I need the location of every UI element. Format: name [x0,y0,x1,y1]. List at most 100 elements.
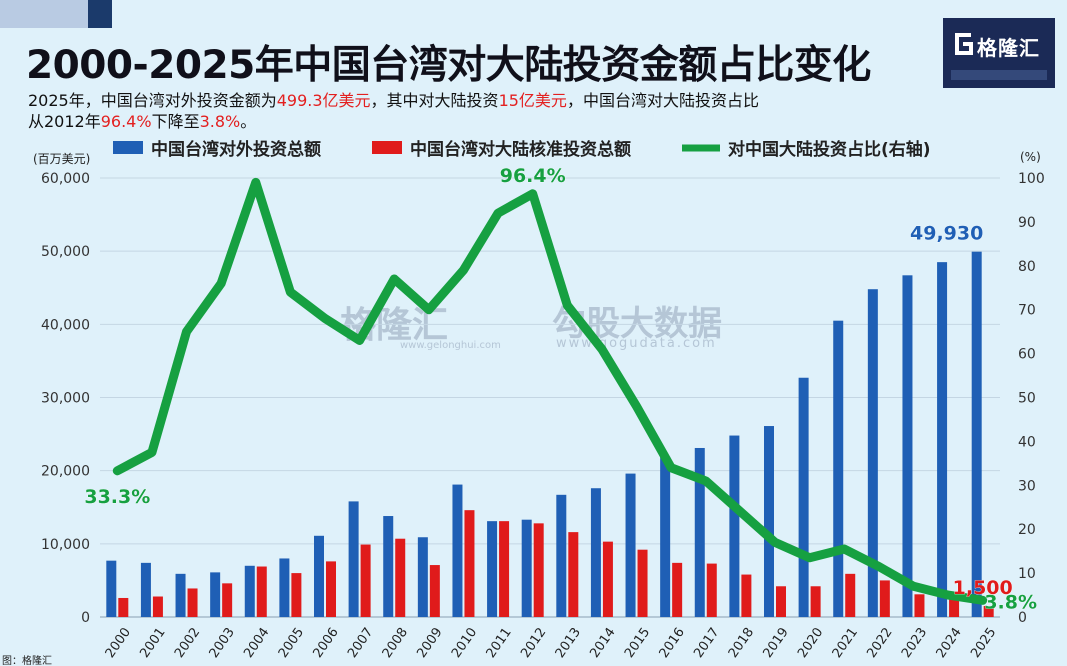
corner-accent-light [0,0,88,28]
share-point [600,348,603,351]
subtitle-segment: 2025年，中国台湾对外投资金额为 [28,91,277,110]
bar-mainland [152,596,163,617]
bar-mainland [395,538,406,617]
share-point [462,269,465,272]
x-tick-label: 2021 [830,625,861,661]
bar-outward [798,377,809,617]
logo-underbar [951,70,1047,80]
subtitle-segment: 15亿美元 [498,91,567,110]
subtitle-segment: 下降至 [151,112,200,131]
bar-outward [625,473,636,617]
bar-outward [452,484,463,617]
legend-swatch [372,141,402,154]
left-axis-unit: (百万美元) [33,152,90,166]
left-tick-label: 40,000 [41,317,90,333]
subtitle: 2025年，中国台湾对外投资金额为499.3亿美元，其中对大陆投资15亿美元，中… [28,90,928,132]
x-tick-label: 2004 [241,625,272,661]
share-point [670,466,673,469]
right-tick-label: 20 [1018,522,1036,538]
data-label: 96.4% [500,165,566,187]
subtitle-segment: 96.4% [100,112,152,131]
bar-mainland [429,565,440,617]
subtitle-segment: 从2012年 [28,112,101,131]
share-point [358,339,361,342]
share-point [739,510,742,513]
logo-text: 格隆汇 [977,36,1040,60]
share-point [704,479,707,482]
legend-label: 中国台湾对大陆核准投资总额 [410,139,631,160]
share-point [981,599,984,602]
right-tick-label: 80 [1018,259,1036,275]
x-tick-label: 2018 [726,625,757,661]
bar-mainland [845,573,856,617]
bar-outward [106,560,117,617]
share-point [912,585,915,588]
left-tick-label: 10,000 [41,537,90,553]
x-tick-label: 2012 [518,625,549,661]
legend-swatch [113,141,143,154]
x-tick-label: 2003 [207,625,238,661]
bar-mainland [949,595,960,617]
bar-mainland [499,521,510,617]
share-point [497,212,500,215]
x-tick-label: 2015 [622,625,653,661]
bar-outward [902,275,913,617]
data-label: 49,930 [910,223,983,245]
share-point [254,181,257,184]
left-tick-label: 50,000 [41,244,90,260]
legend-label: 对中国大陆投资占比(右轴) [728,139,931,160]
bar-outward [487,521,498,617]
bar-outward [140,562,151,617]
share-point [393,277,396,280]
bar-outward [971,251,982,617]
bar-mainland [602,541,613,617]
page-title: 2000-2025年中国台湾对大陆投资金额占比变化 [26,43,871,88]
share-point [531,192,534,195]
x-tick-label: 2010 [449,625,480,661]
bar-mainland [637,549,648,617]
share-point [877,565,880,568]
bar-outward [244,565,255,617]
share-point [324,317,326,320]
brand-logo: 格隆汇 [943,18,1055,88]
bar-mainland [568,532,579,617]
bar-mainland [983,606,994,617]
bar-mainland [879,580,890,617]
x-tick-label: 2019 [760,625,791,661]
subtitle-segment: 。 [240,112,257,131]
source-note: 图：格隆汇 [2,654,52,666]
subtitle-segment: ，其中对大陆投资 [370,91,499,110]
x-tick-label: 2023 [899,625,930,661]
bar-mainland [256,566,267,617]
subtitle-segment: 499.3亿美元 [276,91,371,110]
left-tick-label: 0 [81,610,90,626]
subtitle-segment: ，中国台湾对大陆投资占比 [566,91,759,110]
x-tick-label: 2001 [137,625,168,661]
data-label: 3.8% [984,591,1037,613]
bar-outward [175,573,186,617]
share-point [635,405,638,408]
bar-outward [210,572,221,617]
bar-mainland [741,574,752,617]
x-tick-label: 2014 [587,625,618,661]
right-axis-unit: (%) [1020,150,1041,164]
data-label: 33.3% [84,486,150,508]
bar-outward [590,488,601,617]
bar-mainland [118,597,129,617]
bar-outward [556,494,567,617]
share-point [427,308,430,311]
bar-outward [867,289,878,617]
bar-mainland [187,588,198,617]
share-point [566,304,569,307]
bar-outward [937,262,948,617]
x-tick-label: 2022 [864,625,895,661]
bar-outward [833,320,844,617]
bar-mainland [326,561,336,617]
x-tick-label: 2002 [172,625,203,661]
x-tick-label: 2011 [484,625,515,661]
share-point [808,556,811,559]
legend-label: 中国台湾对外投资总额 [151,139,321,160]
right-tick-label: 50 [1018,391,1036,407]
x-tick-label: 2005 [276,625,307,661]
right-tick-label: 0 [1018,610,1027,626]
